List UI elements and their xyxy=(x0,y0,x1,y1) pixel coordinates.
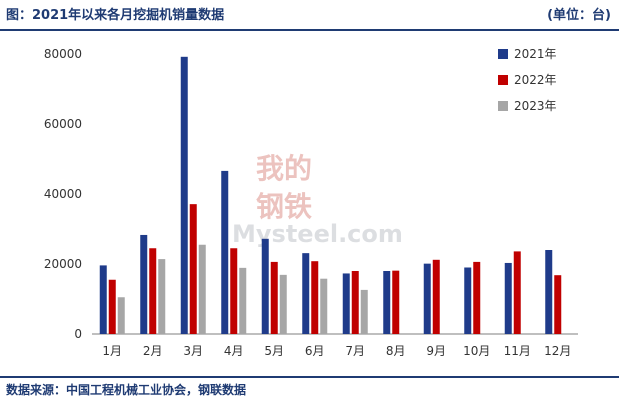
watermark-line1: 我的 xyxy=(256,152,312,185)
y-tick-label: 40000 xyxy=(44,187,82,201)
x-tick-label: 5月 xyxy=(264,344,284,358)
watermark-brand: Mysteel.com xyxy=(232,220,403,248)
unit-label: (单位：台) xyxy=(547,8,611,23)
bar-2021年-4月 xyxy=(221,170,229,334)
bar-2022年-3月 xyxy=(189,204,197,334)
bar-2023年-1月 xyxy=(117,297,125,334)
bar-2021年-5月 xyxy=(261,238,269,334)
bar-2022年-2月 xyxy=(149,248,157,334)
bar-2022年-4月 xyxy=(230,248,238,334)
watermark: 我的 钢铁 Mysteel.com xyxy=(232,152,403,248)
x-tick-label: 3月 xyxy=(183,344,203,358)
bar-2022年-8月 xyxy=(392,270,400,334)
x-tick-label: 2月 xyxy=(143,344,163,358)
legend-label: 2023年 xyxy=(514,99,557,113)
bar-2022年-10月 xyxy=(473,261,481,334)
bar-2022年-12月 xyxy=(554,275,562,334)
legend-swatch xyxy=(498,75,508,85)
bar-2021年-2月 xyxy=(140,234,148,334)
bar-2022年-1月 xyxy=(108,279,116,334)
x-axis: 1月 2月 3月 4月 5月 6月 7月 8月 9月 10月 11月 12月 xyxy=(92,333,578,358)
bar-2023年-5月 xyxy=(279,274,287,334)
y-axis: 0 20000 40000 60000 80000 xyxy=(44,47,82,341)
y-tick-label: 80000 xyxy=(44,47,82,61)
bottom-divider xyxy=(0,376,619,378)
legend-label: 2022年 xyxy=(514,73,557,87)
y-tick-label: 60000 xyxy=(44,117,82,131)
bar-2021年-12月 xyxy=(545,250,553,334)
x-tick-label: 8月 xyxy=(386,344,406,358)
x-tick-label: 9月 xyxy=(426,344,446,358)
y-tick-label: 20000 xyxy=(44,257,82,271)
top-divider xyxy=(0,29,619,31)
bar-2022年-6月 xyxy=(311,261,319,334)
bar-2021年-3月 xyxy=(180,56,188,335)
bar-2023年-4月 xyxy=(239,267,247,334)
bar-2022年-5月 xyxy=(270,261,278,334)
legend-swatch xyxy=(498,49,508,59)
x-tick-label: 4月 xyxy=(224,344,244,358)
y-tick-label: 0 xyxy=(74,327,82,341)
bar-2022年-11月 xyxy=(513,251,521,334)
data-source: 数据来源：中国工程机械工业协会，钢联数据 xyxy=(6,383,247,397)
bar-2023年-3月 xyxy=(198,244,206,334)
bar-2022年-9月 xyxy=(432,259,440,334)
bar-2023年-6月 xyxy=(320,278,328,334)
bar-2021年-7月 xyxy=(342,273,350,334)
bar-2021年-1月 xyxy=(99,265,107,334)
bar-2023年-2月 xyxy=(158,259,166,334)
chart-title: 图：2021年以来各月挖掘机销量数据 xyxy=(6,8,225,23)
legend-swatch xyxy=(498,101,508,111)
bar-2021年-10月 xyxy=(464,267,472,334)
x-tick-label: 6月 xyxy=(305,344,325,358)
legend: 2021年 2022年 2023年 xyxy=(498,47,557,113)
bar-2021年-11月 xyxy=(504,262,512,334)
legend-label: 2021年 xyxy=(514,47,557,61)
x-tick-label: 10月 xyxy=(463,344,490,358)
watermark-line2: 钢铁 xyxy=(256,190,312,223)
bar-2023年-7月 xyxy=(360,289,368,334)
bars xyxy=(99,56,562,335)
bar-2021年-6月 xyxy=(302,253,310,334)
x-tick-label: 12月 xyxy=(544,344,571,358)
bar-2021年-8月 xyxy=(383,271,391,334)
x-tick-label: 11月 xyxy=(504,344,531,358)
bar-chart: 我的 钢铁 Mysteel.com 020000400006000080000 … xyxy=(44,47,578,358)
x-tick-label: 7月 xyxy=(345,344,365,358)
bar-2021年-9月 xyxy=(423,263,431,334)
x-tick-label: 1月 xyxy=(102,344,122,358)
bar-2022年-7月 xyxy=(351,271,359,334)
